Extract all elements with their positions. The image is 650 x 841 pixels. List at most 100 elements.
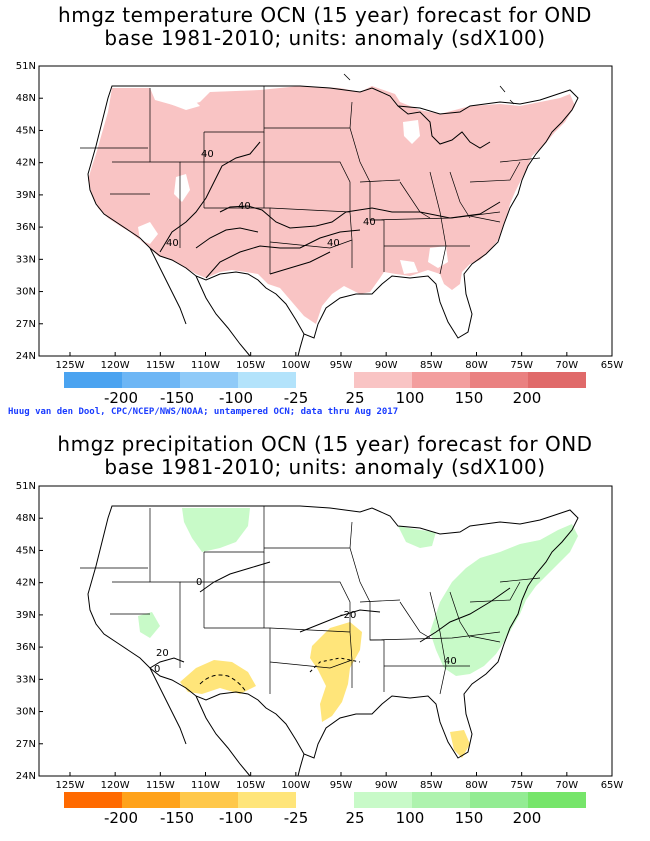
longitude-label: 80W xyxy=(465,360,488,371)
colorbar-swatch xyxy=(354,792,412,808)
longitude-label: 85W xyxy=(420,780,443,791)
longitude-label: 125W xyxy=(56,780,85,791)
latitude-label: 51N xyxy=(16,482,36,492)
latitude-label: 51N xyxy=(16,62,36,72)
colorbar-label: 100 xyxy=(396,809,425,825)
longitude-label: 65W xyxy=(601,780,624,791)
colorbar-positive-swatches xyxy=(354,792,586,808)
latitude-label: 39N xyxy=(16,610,36,621)
colorbar-label: 100 xyxy=(396,389,425,405)
colorbar-label: -25 xyxy=(284,809,309,825)
latitude-label: 33N xyxy=(16,674,36,685)
colorbar-swatch xyxy=(354,372,412,388)
longitude-label: 85W xyxy=(420,360,443,371)
precipitation-colorbar: -200 -150 -100 -25 25 100 150 200 xyxy=(64,792,586,825)
colorbar-swatch xyxy=(64,372,122,388)
temperature-colorbar: -200 -150 -100 -25 25 100 150 200 xyxy=(64,372,586,405)
longitude-label: 75W xyxy=(510,780,533,791)
colorbar-label: -200 xyxy=(104,809,138,825)
longitude-label: 70W xyxy=(556,780,579,791)
latitude-label: 24N xyxy=(16,771,36,782)
colorbar-swatch xyxy=(528,792,586,808)
colorbar-label: 25 xyxy=(345,389,364,405)
latitude-label: 30N xyxy=(16,707,36,718)
colorbar-label: 200 xyxy=(513,389,542,405)
colorbar-label: -200 xyxy=(104,389,138,405)
wet-anomaly-region xyxy=(398,526,436,548)
contour-label: 0 xyxy=(196,577,202,588)
latitude-label: 27N xyxy=(16,739,36,750)
contour-label: 40 xyxy=(166,238,179,249)
colorbar-negative-swatches xyxy=(64,372,296,388)
colorbar-label: -100 xyxy=(219,809,253,825)
dry-anomaly-region xyxy=(180,660,256,694)
latitude-label: 39N xyxy=(16,190,36,201)
colorbar-swatch xyxy=(122,792,180,808)
temperature-title-line1: hmgz temperature OCN (15 year) forecast … xyxy=(58,3,592,27)
contour-label: 40 xyxy=(201,149,214,160)
contour-label: -20 xyxy=(340,610,356,621)
latitude-label: 33N xyxy=(16,254,36,265)
latitude-label: 48N xyxy=(16,513,36,524)
colorbar-label: -100 xyxy=(219,389,253,405)
warm-anomaly-region xyxy=(88,86,575,324)
wet-anomaly-region xyxy=(182,508,250,552)
longitude-label: 110W xyxy=(191,360,220,371)
longitude-label: 125W xyxy=(56,360,85,371)
colorbar-swatch xyxy=(64,792,122,808)
latitude-label: 42N xyxy=(16,578,36,589)
colorbar-swatch xyxy=(412,792,470,808)
wet-anomaly-region xyxy=(138,612,160,638)
longitude-label: 65W xyxy=(601,360,624,371)
colorbar-swatch xyxy=(180,792,238,808)
colorbar-swatch xyxy=(528,372,586,388)
temperature-contour-labels: 40 40 40 40 40 xyxy=(166,149,376,249)
colorbar-swatch xyxy=(470,792,528,808)
precipitation-contour-labels: 0 20 0 -20 40 xyxy=(154,577,457,675)
colorbar-positive-swatches xyxy=(354,372,586,388)
longitude-label: 110W xyxy=(191,780,220,791)
colorbar-label: 150 xyxy=(455,809,484,825)
contour-label: 40 xyxy=(327,238,340,249)
latitude-label: 30N xyxy=(16,287,36,298)
precipitation-title-line1: hmgz precipitation OCN (15 year) forecas… xyxy=(57,432,593,456)
longitude-label: 90W xyxy=(375,360,398,371)
colorbar-negative-swatches xyxy=(64,792,296,808)
latitude-label: 27N xyxy=(16,319,36,330)
credit-line: Huug van den Dool, CPC/NCEP/NWS/NOAA; un… xyxy=(8,407,399,417)
longitude-label: 105W xyxy=(236,360,265,371)
contour-label: 40 xyxy=(444,656,457,667)
longitude-label: 100W xyxy=(281,780,310,791)
precipitation-map: 0 20 0 -20 40 51N 48N 45N 42N 39N 36N 33N 30N 27… xyxy=(16,482,624,791)
dry-anomaly-region xyxy=(450,730,470,758)
longitude-label: 80W xyxy=(465,780,488,791)
colorbar-label: 200 xyxy=(513,809,542,825)
latitude-label: 45N xyxy=(16,545,36,556)
longitude-label: 120W xyxy=(101,360,130,371)
colorbar-swatch xyxy=(470,372,528,388)
temperature-map: 40 40 40 40 40 51N 48N 45N 42N 39N 36N 33N 30N 2… xyxy=(16,62,624,371)
contour-label: 20 xyxy=(156,648,169,659)
longitude-label: 100W xyxy=(281,360,310,371)
dry-anomaly-region xyxy=(310,622,362,722)
colorbar-label: -25 xyxy=(284,389,309,405)
latitude-label: 36N xyxy=(16,222,36,233)
longitude-label: 115W xyxy=(146,360,175,371)
latitude-label: 48N xyxy=(16,93,36,104)
latitude-label: 45N xyxy=(16,125,36,136)
colorbar-label: 25 xyxy=(345,809,364,825)
longitude-label: 115W xyxy=(146,780,175,791)
latitude-label: 42N xyxy=(16,158,36,169)
longitude-label: 95W xyxy=(330,360,353,371)
temperature-title-line2: base 1981-2010; units: anomaly (sdX100) xyxy=(104,26,546,50)
longitude-label: 120W xyxy=(101,780,130,791)
colorbar-label: 150 xyxy=(455,389,484,405)
contour-label: 40 xyxy=(238,201,251,212)
contour-label: 40 xyxy=(363,217,376,228)
longitude-label: 75W xyxy=(510,360,533,371)
colorbar-swatch xyxy=(238,372,296,388)
colorbar-label: -150 xyxy=(160,389,194,405)
colorbar-swatch xyxy=(238,792,296,808)
longitude-label: 95W xyxy=(330,780,353,791)
precipitation-title-line2: base 1981-2010; units: anomaly (sdX100) xyxy=(104,455,546,479)
